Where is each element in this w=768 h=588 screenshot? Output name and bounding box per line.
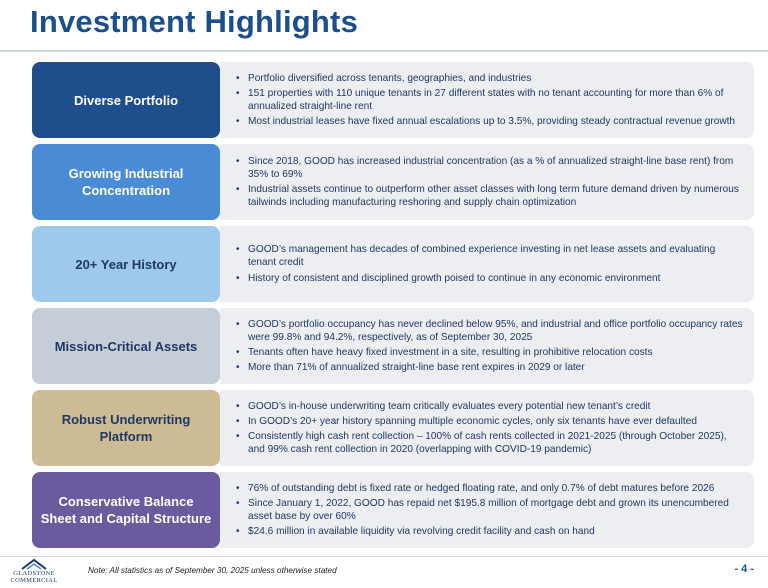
logo-line-2: COMMERCIAL (10, 577, 58, 584)
bullet-item: Tenants often have heavy fixed investmen… (234, 346, 744, 359)
bullet-item: Since 2018, GOOD has increased industria… (234, 155, 744, 181)
highlight-details: GOOD’s portfolio occupancy has never dec… (220, 308, 754, 384)
bullet-item: GOOD’s portfolio occupancy has never dec… (234, 318, 744, 344)
highlight-row: Robust Underwriting Platform GOOD’s in-ho… (32, 390, 754, 466)
highlight-details: Since 2018, GOOD has increased industria… (220, 144, 754, 220)
gladstone-logo: GLADSTONE COMMERCIAL (4, 558, 64, 586)
bullet-item: History of consistent and disciplined gr… (234, 272, 744, 285)
highlight-label: 20+ Year History (32, 226, 220, 302)
bullet-list: GOOD’s portfolio occupancy has never dec… (234, 316, 744, 377)
logo-wordmark: GLADSTONE COMMERCIAL (4, 570, 64, 584)
bullet-list: Since 2018, GOOD has increased industria… (234, 153, 744, 212)
bullet-list: GOOD’s management has decades of combine… (234, 241, 744, 287)
highlight-row: Mission-Critical Assets GOOD’s portfolio … (32, 308, 754, 384)
highlight-label: Robust Underwriting Platform (32, 390, 220, 466)
page-title: Investment Highlights (30, 4, 359, 39)
highlight-row: Conservative Balance Sheet and Capital S… (32, 472, 754, 548)
bullet-item: In GOOD’s 20+ year history spanning mult… (234, 415, 744, 428)
bullet-item: 151 properties with 110 unique tenants i… (234, 87, 744, 113)
highlight-details: GOOD’s in-house underwriting team critic… (220, 390, 754, 466)
bullet-item: Most industrial leases have fixed annual… (234, 115, 744, 128)
highlight-details: Portfolio diversified across tenants, ge… (220, 62, 754, 138)
highlight-label: Conservative Balance Sheet and Capital S… (32, 472, 220, 548)
logo-line-1: GLADSTONE (13, 570, 55, 577)
bullet-item: 76% of outstanding debt is fixed rate or… (234, 482, 744, 495)
highlight-row: Diverse Portfolio Portfolio diversified a… (32, 62, 754, 138)
bullet-item: GOOD’s in-house underwriting team critic… (234, 400, 744, 413)
footer-divider (0, 556, 768, 557)
bullet-item: $24.6 million in available liquidity via… (234, 525, 744, 538)
logo-roof-icon (21, 558, 47, 570)
highlight-row: Growing Industrial Concentration Since 20… (32, 144, 754, 220)
footnote: Note: All statistics as of September 30,… (88, 566, 337, 575)
bullet-item: GOOD’s management has decades of combine… (234, 243, 744, 269)
highlight-row: 20+ Year History GOOD’s management has de… (32, 226, 754, 302)
highlight-label: Mission-Critical Assets (32, 308, 220, 384)
bullet-list: Portfolio diversified across tenants, ge… (234, 70, 744, 131)
highlight-label: Diverse Portfolio (32, 62, 220, 138)
highlight-label: Growing Industrial Concentration (32, 144, 220, 220)
title-divider (0, 50, 768, 52)
bullet-list: 76% of outstanding debt is fixed rate or… (234, 480, 744, 541)
bullet-item: More than 71% of annualized straight-lin… (234, 361, 744, 374)
page-number: - 4 - (734, 563, 754, 575)
highlight-details: GOOD’s management has decades of combine… (220, 226, 754, 302)
bullet-list: GOOD’s in-house underwriting team critic… (234, 398, 744, 459)
bullet-item: Portfolio diversified across tenants, ge… (234, 72, 744, 85)
highlight-details: 76% of outstanding debt is fixed rate or… (220, 472, 754, 548)
bullet-item: Since January 1, 2022, GOOD has repaid n… (234, 497, 744, 523)
bullet-item: Consistently high cash rent collection –… (234, 430, 744, 456)
bullet-item: Industrial assets continue to outperform… (234, 183, 744, 209)
